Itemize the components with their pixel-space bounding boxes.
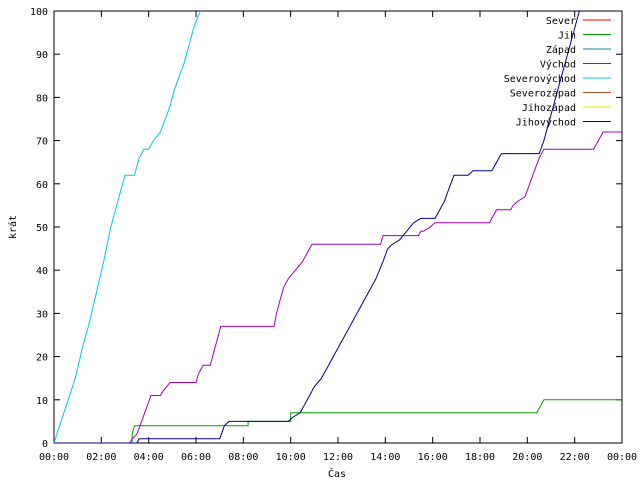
- x-axis-label: Čas: [328, 467, 346, 480]
- legend-label: Severozápad: [510, 88, 576, 100]
- x-tick-label: 00:00: [607, 452, 637, 463]
- y-tick-label: 70: [36, 137, 48, 148]
- legend-label: Západ: [546, 44, 576, 56]
- x-tick-label: 12:00: [323, 452, 353, 463]
- y-tick-label: 50: [36, 223, 48, 234]
- x-tick-label: 22:00: [560, 452, 590, 463]
- y-tick-label: 100: [30, 7, 48, 18]
- y-tick-label: 30: [36, 309, 48, 320]
- legend-label: Východ: [540, 59, 576, 71]
- y-tick-label: 10: [36, 396, 48, 407]
- x-ticks: 00:00 02:00 04:00 06:00 08:00 10:00 12:00 14:00…: [39, 11, 637, 463]
- legend: Sever Jih Západ Východ Severovýchod Severozáp…: [504, 16, 611, 129]
- legend-label: Jihovýchod: [516, 117, 576, 129]
- legend-label: Jih: [558, 31, 576, 42]
- y-tick-label: 40: [36, 266, 48, 277]
- series-line-Severovýchod: [53, 10, 202, 444]
- x-tick-label: 08:00: [228, 452, 258, 463]
- y-tick-label: 60: [36, 180, 48, 191]
- legend-label: Severovýchod: [504, 73, 576, 85]
- series-line-Jihovýchod: [54, 10, 580, 444]
- x-tick-label: 02:00: [86, 452, 116, 463]
- x-tick-label: 16:00: [418, 452, 448, 463]
- y-tick-label: 20: [36, 353, 48, 364]
- y-tick-label: 80: [36, 93, 48, 104]
- plot-area: [53, 10, 622, 444]
- y-tick-label: 90: [36, 50, 48, 61]
- series-line-Východ: [54, 131, 622, 444]
- x-tick-label: 04:00: [134, 452, 164, 463]
- series-line-Jih: [54, 399, 622, 444]
- legend-label: Jihozápad: [522, 102, 576, 114]
- x-tick-label: 20:00: [512, 452, 542, 463]
- legend-label: Sever: [546, 16, 576, 27]
- x-tick-label: 00:00: [39, 452, 69, 463]
- x-tick-label: 14:00: [370, 452, 400, 463]
- x-tick-label: 10:00: [276, 452, 306, 463]
- y-axis-label: krát: [7, 215, 19, 239]
- x-tick-label: 18:00: [465, 452, 495, 463]
- x-tick-label: 06:00: [181, 452, 211, 463]
- y-tick-label: 0: [42, 439, 48, 450]
